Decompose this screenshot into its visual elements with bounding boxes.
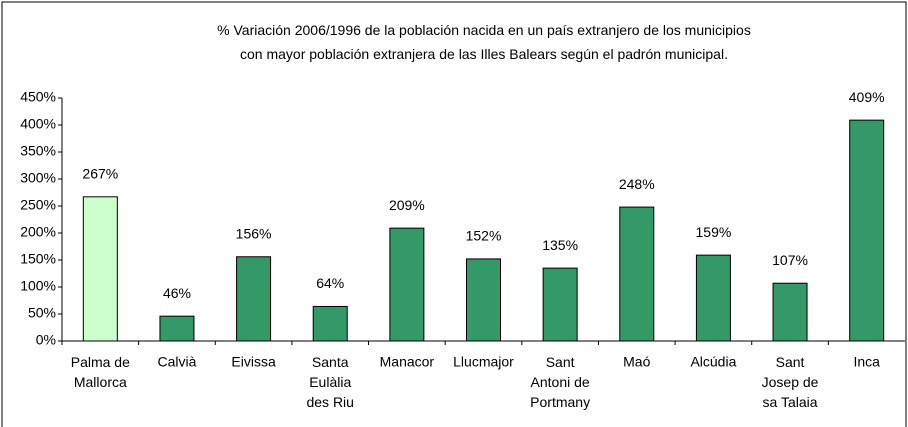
chart-title: % Variación 2006/1996 de la población na… bbox=[217, 22, 751, 62]
bar bbox=[772, 282, 808, 342]
bar bbox=[849, 119, 885, 342]
value-label: 248% bbox=[619, 176, 655, 192]
y-tick-label: 100% bbox=[20, 278, 56, 294]
x-tick-label: Sant Josep de sa Talaia bbox=[762, 354, 819, 410]
bar bbox=[619, 206, 655, 342]
bar bbox=[236, 256, 272, 342]
value-label: 159% bbox=[696, 224, 732, 240]
value-label: 409% bbox=[849, 89, 885, 105]
bar bbox=[542, 267, 578, 342]
x-tick-label: Manacor bbox=[380, 354, 435, 370]
value-label: 152% bbox=[466, 228, 502, 244]
x-tick-label: Inca bbox=[853, 354, 880, 370]
y-tick-label: 150% bbox=[20, 251, 56, 267]
bar bbox=[312, 305, 348, 342]
y-tick-label: 300% bbox=[20, 170, 56, 186]
value-label: 64% bbox=[316, 275, 344, 291]
x-tick-label: Alcúdia bbox=[690, 354, 736, 370]
x-tick-label: Palma de Mallorca bbox=[71, 354, 130, 390]
x-tick-label: Sant Antoni de Portmany bbox=[530, 354, 590, 410]
y-tick-label: 250% bbox=[20, 197, 56, 213]
bar bbox=[389, 227, 425, 342]
value-label: 156% bbox=[236, 225, 272, 241]
bar bbox=[82, 196, 118, 342]
x-tick-label: Calvià bbox=[158, 354, 197, 370]
value-label: 46% bbox=[163, 285, 191, 301]
x-tick-label: Llucmajor bbox=[453, 354, 514, 370]
y-tick-label: 350% bbox=[20, 143, 56, 159]
x-tick-label: Santa Eulàlia des Riu bbox=[306, 354, 353, 410]
x-tick-label: Maó bbox=[623, 354, 650, 370]
value-label: 209% bbox=[389, 197, 425, 213]
value-label: 135% bbox=[542, 237, 578, 253]
y-tick-label: 0% bbox=[36, 332, 56, 348]
x-tick-label: Eivissa bbox=[231, 354, 276, 370]
y-tick-label: 450% bbox=[20, 89, 56, 105]
value-label: 107% bbox=[772, 252, 808, 268]
bar bbox=[695, 254, 731, 342]
y-tick-label: 50% bbox=[28, 305, 56, 321]
value-label: 267% bbox=[82, 166, 118, 182]
bar bbox=[159, 315, 195, 342]
y-tick-label: 200% bbox=[20, 224, 56, 240]
bar bbox=[466, 258, 501, 342]
y-tick-label: 400% bbox=[20, 116, 56, 132]
